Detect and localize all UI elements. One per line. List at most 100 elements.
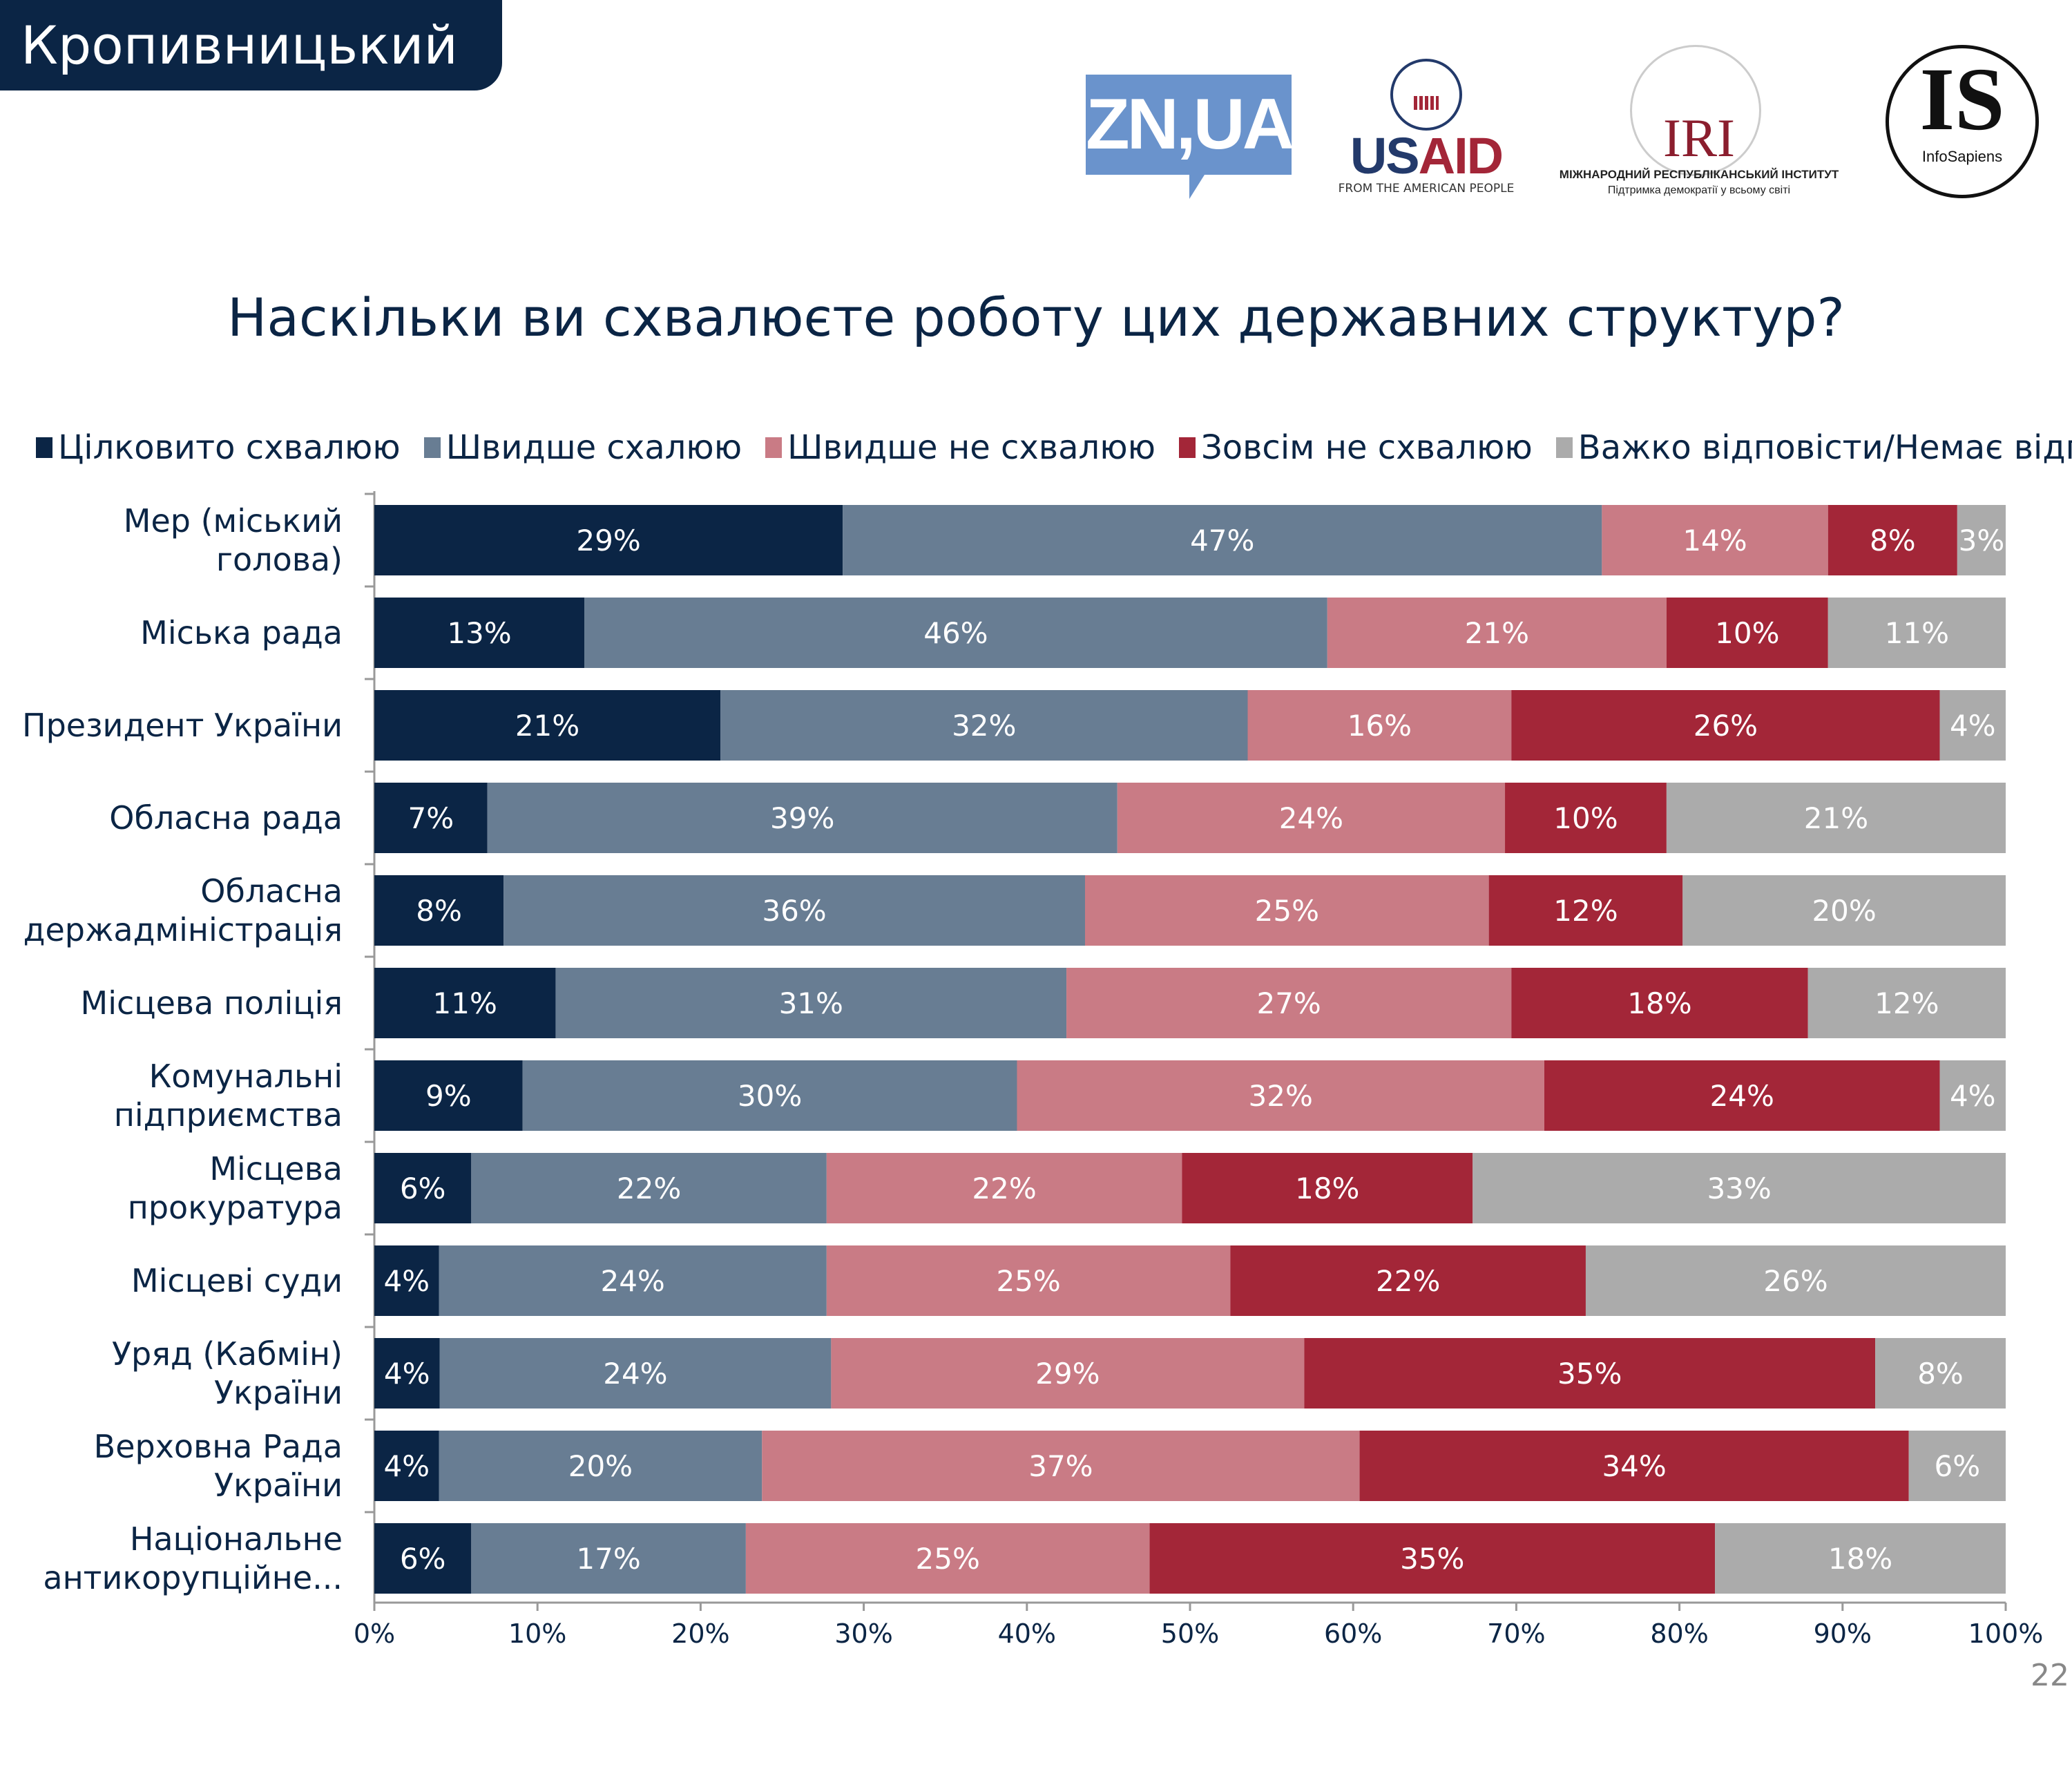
data-label: 12%	[1553, 894, 1618, 928]
bar-segment	[584, 598, 1327, 668]
data-label: 24%	[1710, 1079, 1774, 1113]
infosapiens-word: IS	[1919, 50, 2005, 149]
category-label: Мер (міський	[124, 502, 343, 540]
iri-name: МІЖНАРОДНИЙ РЕСПУБЛІКАНСЬКИЙ ІНСТИТУТ	[1559, 168, 1839, 181]
data-label: 22%	[972, 1172, 1036, 1205]
category-label: Обласна	[200, 872, 343, 910]
chart-title: Наскільки ви схвалюєте роботу цих держав…	[227, 287, 1845, 348]
data-label: 6%	[400, 1542, 446, 1576]
data-label: 4%	[383, 1264, 430, 1298]
bar-segment	[1666, 598, 1828, 668]
category-label: антикорупційне...	[43, 1559, 343, 1596]
znua-logo-text: ZN,UA	[1086, 84, 1294, 164]
data-label: 10%	[1715, 616, 1779, 650]
data-label: 24%	[1279, 801, 1343, 835]
bar-segment	[503, 875, 1085, 946]
data-label: 12%	[1874, 986, 1939, 1020]
legend-swatch	[765, 437, 783, 458]
bar-segment	[1939, 1060, 2006, 1131]
bar-segment	[1230, 1245, 1586, 1316]
data-label: 22%	[617, 1172, 681, 1205]
globe-icon	[1630, 45, 1761, 176]
data-label: 4%	[384, 1357, 430, 1391]
bar-segment	[1247, 690, 1512, 761]
bar-segment	[1807, 968, 2006, 1038]
bar-segment	[1304, 1338, 1876, 1409]
legend-swatch	[36, 437, 52, 458]
iri-tagline: Підтримка демократії у всьому світі	[1607, 184, 1791, 196]
data-label: 3%	[1959, 524, 2005, 557]
bar-segment	[374, 968, 556, 1038]
category-label: прокуратура	[128, 1189, 343, 1226]
usaid-seal-icon	[1390, 59, 1462, 131]
bar-segment	[1149, 1523, 1716, 1594]
data-label: 4%	[1950, 709, 1996, 743]
data-label: 8%	[416, 894, 462, 928]
data-label: 18%	[1627, 986, 1691, 1020]
bar-segment	[843, 505, 1602, 575]
iri-logo: IRI МІЖНАРОДНИЙ РЕСПУБЛІКАНСЬКИЙ ІНСТИТУ…	[1540, 45, 1858, 204]
bar-segment	[1666, 783, 2006, 853]
data-label: 10%	[1553, 801, 1618, 835]
legend-swatch	[423, 437, 441, 458]
usaid-tagline: FROM THE AMERICAN PEOPLE	[1338, 182, 1515, 195]
data-label: 8%	[1870, 524, 1916, 557]
city-header: Кропивницький	[0, 0, 502, 90]
bar-segment	[374, 783, 488, 853]
x-tick-label: 80%	[1650, 1619, 1708, 1649]
bar-segment	[439, 1431, 762, 1501]
data-label: 14%	[1682, 524, 1747, 557]
data-label: 9%	[425, 1079, 472, 1113]
bar-segment	[1017, 1060, 1544, 1131]
category-label: Місцева поліція	[81, 984, 343, 1022]
bar-segment	[1828, 505, 1957, 575]
znua-logo: ZN,UA	[1086, 75, 1294, 199]
data-label: 7%	[408, 801, 454, 835]
x-tick-label: 0%	[354, 1619, 395, 1649]
legend-label: Важко відповісти/Немає відповіді	[1577, 428, 2072, 467]
bar-segment	[374, 1153, 472, 1223]
data-label: 11%	[433, 986, 497, 1020]
usaid-word-2: AID	[1418, 127, 1504, 184]
data-label: 21%	[515, 709, 579, 743]
data-label: 16%	[1347, 709, 1412, 743]
bar-segment	[1957, 505, 2006, 575]
category-label: України	[214, 1467, 343, 1504]
bar-segment	[374, 690, 721, 761]
legend-label: Швидше схалюю	[445, 428, 742, 467]
bar-segment	[374, 1060, 523, 1131]
data-label: 26%	[1694, 709, 1758, 743]
bar-segment	[1488, 875, 1683, 946]
data-label: 25%	[1255, 894, 1319, 928]
legend-swatch	[1555, 437, 1573, 458]
bar-segment	[439, 1338, 832, 1409]
data-label: 29%	[1035, 1357, 1100, 1391]
data-label: 24%	[600, 1264, 664, 1298]
data-label: 39%	[770, 801, 834, 835]
data-label: 21%	[1804, 801, 1868, 835]
legend-label: Швидше не схвалюю	[787, 428, 1155, 467]
category-label: держадміністрація	[23, 911, 343, 948]
data-label: 17%	[576, 1542, 640, 1576]
category-label: Міська рада	[140, 614, 343, 651]
legend-item: Зовсім не схвалюю	[1179, 428, 1533, 467]
legend-swatch	[1179, 437, 1196, 458]
bar-segment	[826, 1153, 1182, 1223]
bar-segment	[1585, 1245, 2006, 1316]
x-tick-label: 10%	[508, 1619, 566, 1649]
data-label: 4%	[1950, 1079, 1996, 1113]
data-label: 25%	[916, 1542, 980, 1576]
data-label: 31%	[779, 986, 843, 1020]
category-label: підприємства	[114, 1096, 343, 1134]
data-label: 6%	[1935, 1449, 1981, 1483]
data-label: 33%	[1707, 1172, 1771, 1205]
data-label: 18%	[1295, 1172, 1359, 1205]
data-label: 13%	[447, 616, 511, 650]
infosapiens-logo: IS InfoSapiens	[1886, 45, 2039, 198]
data-label: 4%	[383, 1449, 430, 1483]
data-label: 30%	[738, 1079, 802, 1113]
legend-item: Важко відповісти/Немає відповіді	[1555, 428, 2072, 467]
data-label: 36%	[762, 894, 826, 928]
x-tick-label: 70%	[1487, 1619, 1545, 1649]
